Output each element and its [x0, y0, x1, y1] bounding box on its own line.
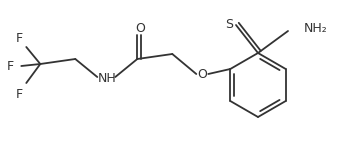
- Text: NH: NH: [98, 73, 117, 85]
- Text: O: O: [135, 21, 145, 35]
- Text: F: F: [16, 31, 23, 45]
- Text: F: F: [7, 59, 14, 73]
- Text: NH₂: NH₂: [304, 21, 328, 35]
- Text: S: S: [225, 17, 233, 31]
- Text: F: F: [16, 88, 23, 100]
- Text: O: O: [197, 67, 207, 81]
